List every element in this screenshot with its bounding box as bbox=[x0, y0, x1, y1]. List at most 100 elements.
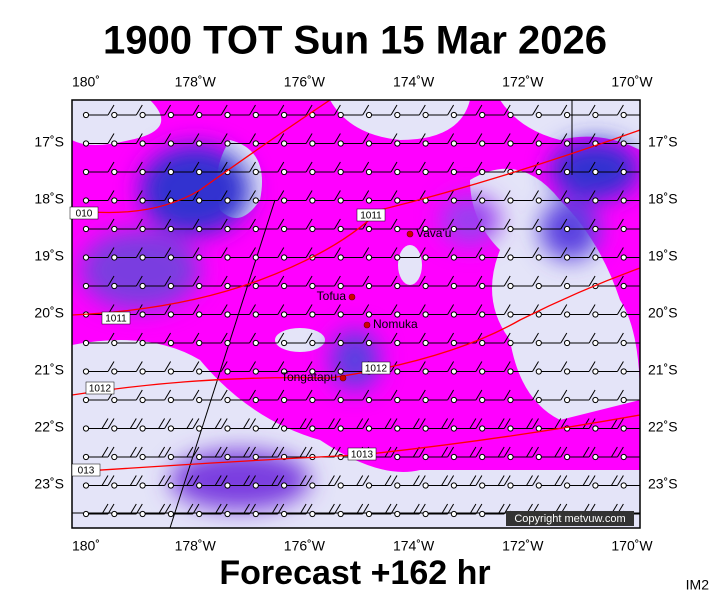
barb-flag bbox=[305, 190, 313, 201]
barb-flag bbox=[362, 247, 370, 258]
barb-flag bbox=[610, 446, 618, 458]
barb-flag bbox=[333, 503, 341, 515]
barb-flag bbox=[135, 503, 143, 515]
barb-flag bbox=[333, 304, 341, 315]
barb bbox=[592, 190, 624, 204]
barb-flag bbox=[362, 503, 370, 515]
barb-station bbox=[224, 396, 231, 404]
isobar-label-box bbox=[101, 311, 131, 325]
barb-flag bbox=[616, 389, 624, 401]
barb-station bbox=[281, 225, 288, 233]
barb-station bbox=[507, 453, 514, 461]
barb bbox=[394, 475, 426, 489]
barb bbox=[394, 190, 426, 204]
barb bbox=[422, 133, 455, 147]
barb-flag bbox=[243, 475, 250, 486]
barb-flag bbox=[333, 247, 341, 258]
barb-station bbox=[309, 197, 316, 204]
barb-flag bbox=[503, 104, 511, 116]
barb-flag bbox=[107, 161, 115, 173]
barb bbox=[224, 304, 256, 318]
barb-flag bbox=[582, 418, 590, 429]
barb bbox=[394, 275, 426, 290]
barb-flag bbox=[418, 503, 426, 515]
barb-flag bbox=[164, 104, 172, 116]
barb bbox=[139, 133, 172, 147]
barb-station bbox=[564, 111, 571, 119]
barb bbox=[479, 361, 511, 375]
barb-flag bbox=[214, 475, 222, 486]
barb bbox=[139, 332, 172, 347]
barb bbox=[365, 161, 398, 176]
barb-flag bbox=[532, 475, 539, 486]
barb bbox=[82, 190, 115, 204]
barb-station bbox=[337, 140, 344, 147]
barb bbox=[479, 161, 511, 176]
barb-station bbox=[224, 482, 231, 489]
barb-station bbox=[535, 482, 542, 489]
barb bbox=[535, 190, 568, 204]
barb-flag bbox=[412, 418, 420, 429]
barb bbox=[564, 389, 596, 404]
barb-station bbox=[620, 197, 627, 204]
barb-station bbox=[507, 425, 514, 432]
barb bbox=[535, 218, 568, 233]
barb-station bbox=[365, 510, 373, 518]
barb bbox=[337, 104, 370, 119]
barb bbox=[620, 396, 640, 404]
barb-station bbox=[309, 225, 316, 233]
barb-flag bbox=[101, 503, 109, 515]
barb-flag bbox=[220, 332, 228, 344]
barb-station bbox=[167, 396, 174, 404]
barb-station bbox=[620, 254, 627, 261]
place-dot bbox=[406, 230, 414, 238]
isobar-label: 1011 bbox=[105, 314, 127, 325]
barb-flag bbox=[503, 218, 511, 230]
barb-station bbox=[422, 140, 429, 147]
barb-station bbox=[224, 140, 231, 147]
barb-station bbox=[281, 197, 288, 204]
barb-flag bbox=[158, 475, 166, 486]
barb-flag bbox=[616, 304, 624, 315]
barb-station bbox=[82, 282, 90, 290]
barb bbox=[224, 275, 256, 290]
barb-flag bbox=[390, 475, 398, 486]
barb bbox=[252, 161, 285, 176]
barb-station bbox=[479, 254, 486, 261]
lon-label: 174˚W bbox=[393, 538, 435, 554]
barb-flag bbox=[610, 418, 618, 429]
barb bbox=[479, 332, 511, 347]
barb bbox=[111, 133, 143, 147]
barb-station bbox=[224, 254, 231, 261]
barb bbox=[620, 311, 640, 318]
barb-flag bbox=[560, 218, 568, 230]
barb-station bbox=[450, 197, 457, 204]
barb bbox=[309, 361, 341, 375]
barb bbox=[479, 418, 511, 432]
barb-flag bbox=[560, 161, 568, 173]
barb-flag bbox=[503, 133, 511, 144]
barb bbox=[139, 275, 172, 290]
barb-flag bbox=[277, 503, 285, 515]
barb bbox=[167, 418, 200, 432]
barb-station bbox=[394, 282, 401, 290]
barb-flag bbox=[220, 161, 228, 173]
barb bbox=[450, 104, 483, 119]
barb bbox=[224, 503, 256, 518]
barb-station bbox=[224, 225, 231, 233]
barb bbox=[564, 104, 596, 119]
barb bbox=[394, 247, 426, 261]
barb-station bbox=[111, 140, 118, 147]
barb-flag bbox=[475, 475, 483, 486]
barb-station bbox=[196, 510, 203, 518]
barb-station bbox=[620, 368, 627, 375]
barb-flag bbox=[616, 475, 624, 486]
barb bbox=[450, 275, 483, 290]
barb bbox=[592, 218, 624, 233]
barb bbox=[252, 418, 285, 432]
barb-flag bbox=[532, 133, 539, 144]
barb-flag bbox=[164, 332, 172, 344]
barb-station bbox=[252, 368, 259, 375]
barb-station bbox=[111, 339, 118, 347]
barb-station bbox=[111, 225, 118, 233]
